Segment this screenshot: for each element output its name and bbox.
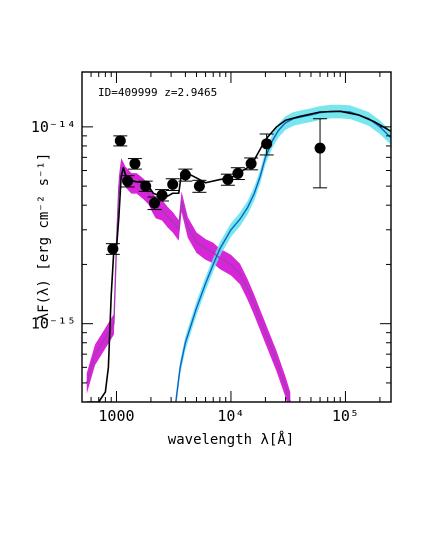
- x-tick-label: 10⁵: [332, 407, 359, 425]
- data-point: [261, 138, 273, 150]
- data-point: [314, 142, 326, 154]
- x-tick-label: 10⁴: [217, 407, 244, 425]
- data-point: [107, 243, 119, 255]
- agn-torus-template-band: [175, 104, 391, 402]
- tick-labels: 1000 10⁴ 10⁵ 10⁻¹⁵ 10⁻¹⁴: [31, 118, 359, 425]
- y-axis-label: λF(λ) [erg cm⁻² s⁻¹]: [36, 153, 52, 322]
- data-point: [156, 189, 168, 201]
- data-point: [245, 158, 257, 170]
- host-galaxy-template-line: [86, 167, 291, 402]
- total-model-line: [86, 110, 391, 402]
- observed-photometry: [105, 118, 328, 255]
- x-tick-label: 1000: [98, 407, 134, 425]
- data-point: [140, 180, 152, 192]
- data-point: [222, 174, 234, 186]
- data-point: [232, 167, 244, 179]
- x-axis-label: wavelength λ[Å]: [168, 431, 294, 448]
- plot-background: [82, 72, 391, 402]
- plot-frame: [81, 71, 392, 403]
- annotation-id-redshift: ID=409999 z=2.9465: [98, 86, 217, 99]
- data-point: [179, 169, 191, 181]
- y-tick-label: 10⁻¹⁴: [31, 118, 76, 136]
- model-curves: [86, 110, 391, 402]
- model-uncertainty-bands: [86, 104, 391, 402]
- agn-torus-template-line: [175, 110, 391, 402]
- data-point: [129, 158, 141, 170]
- data-point: [122, 175, 134, 187]
- data-point: [149, 197, 161, 209]
- data-point: [193, 180, 205, 192]
- data-point: [167, 178, 179, 190]
- y-tick-label: 10⁻¹⁵: [31, 315, 76, 333]
- data-point: [114, 135, 126, 147]
